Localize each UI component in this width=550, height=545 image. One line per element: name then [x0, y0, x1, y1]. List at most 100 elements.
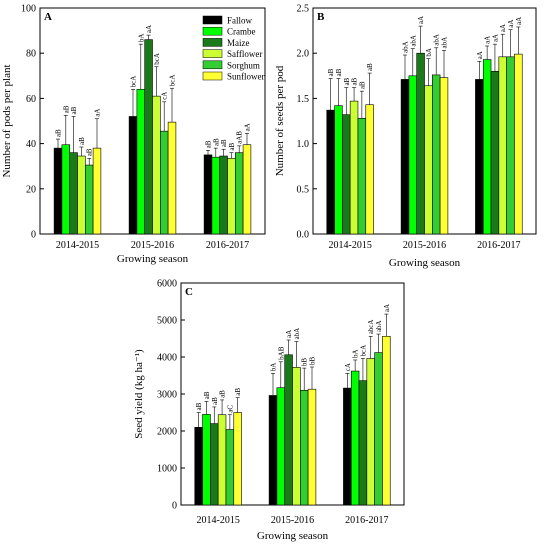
x-axis-title: Growing season: [257, 530, 329, 542]
significance-label: bA: [352, 349, 360, 358]
x-tick-label: 2015-2016: [403, 240, 446, 251]
x-axis-title: Growing season: [389, 257, 461, 269]
significance-label: bAB: [277, 346, 285, 360]
legend-label: Sorghum: [227, 60, 260, 70]
bar: [77, 155, 86, 235]
y-tick-label: 0: [31, 230, 36, 241]
bar: [366, 358, 375, 506]
significance-label: aA: [145, 25, 153, 33]
significance-label: bcA: [130, 76, 138, 88]
legend-swatch: [202, 15, 223, 25]
y-tick-label: 20: [26, 184, 36, 195]
bar: [439, 77, 449, 235]
bar: [194, 426, 203, 506]
bar: [217, 414, 227, 506]
significance-label: bcA: [169, 75, 177, 87]
significance-label: cA: [344, 363, 352, 371]
bar: [144, 39, 153, 235]
bar: [292, 367, 301, 506]
significance-label: aA: [491, 34, 499, 42]
bar: [498, 56, 507, 235]
bar: [342, 114, 351, 235]
significance-label: abA: [293, 328, 301, 340]
bar: [357, 117, 367, 235]
bar: [152, 95, 161, 235]
y-tick-label: 1000: [157, 464, 177, 475]
significance-label: bB: [301, 358, 309, 367]
x-tick-label: 2016-2017: [477, 240, 520, 251]
significance-label: abA: [402, 41, 410, 53]
significance-label: bcA: [359, 345, 367, 357]
bar: [408, 75, 417, 235]
legend-label: Sunflower: [227, 72, 265, 82]
bar: [299, 389, 309, 506]
bar: [514, 53, 523, 235]
y-tick-label: 1.5: [297, 94, 310, 105]
panel-letter: C: [185, 286, 193, 298]
bar: [326, 109, 335, 235]
significance-label: aA: [383, 304, 391, 312]
bar: [268, 395, 278, 506]
y-axis-title: Number of pods per plant: [1, 64, 13, 177]
bar: [202, 414, 211, 506]
bar: [424, 85, 433, 235]
x-tick-label: 2014-2015: [56, 240, 99, 251]
y-tick-label: 0.5: [297, 184, 310, 195]
significance-label: aA: [515, 17, 523, 25]
significance-label: abA: [441, 37, 449, 49]
y-tick-label: 2.5: [297, 4, 310, 15]
bar: [128, 116, 138, 235]
significance-label: bA: [137, 34, 145, 43]
x-tick-label: 2016-2017: [206, 240, 249, 251]
bar: [167, 121, 177, 235]
y-axis-title: Seed yield (kg ha⁻¹): [133, 349, 145, 439]
y-tick-label: 6000: [157, 279, 177, 290]
legend-swatch: [202, 38, 223, 47]
bar: [490, 70, 500, 235]
bar: [350, 370, 360, 506]
legend-label: Safflower: [227, 49, 262, 59]
significance-label: aB: [228, 143, 236, 151]
significance-label: aA: [285, 330, 293, 338]
bar: [374, 352, 383, 506]
x-axis-title: Growing season: [117, 253, 189, 265]
significance-label: aA: [484, 36, 492, 44]
significance-label: aB: [327, 68, 335, 76]
y-tick-label: 1.0: [297, 139, 310, 150]
bar: [400, 79, 410, 235]
bar: [416, 52, 425, 235]
bar: [69, 152, 78, 235]
y-tick-label: 100: [21, 4, 36, 15]
significance-label: aA: [507, 20, 515, 28]
significance-label: aA: [476, 51, 484, 59]
y-tick-label: 5000: [157, 316, 177, 327]
legend-label: Crambe: [227, 27, 256, 37]
bar: [61, 144, 71, 235]
significance-label: aA: [417, 16, 425, 24]
significance-label: aB: [70, 106, 78, 114]
bar: [349, 100, 359, 235]
significance-label: aB: [86, 148, 94, 156]
x-tick-label: 2014-2015: [328, 240, 371, 251]
y-axis-title: Number of seeds per pod: [274, 65, 286, 176]
significance-label: aB: [343, 77, 351, 85]
y-tick-label: 4000: [157, 353, 177, 364]
y-tick-label: 2000: [157, 427, 177, 438]
bar: [382, 335, 391, 506]
legend-label: Fallow: [227, 16, 253, 26]
significance-label: aB: [212, 138, 220, 146]
bar: [136, 89, 145, 235]
significance-label: aB: [211, 397, 219, 405]
significance-label: cA: [161, 92, 169, 100]
significance-label: aB: [195, 402, 203, 410]
bar: [358, 380, 368, 506]
y-tick-label: 0.0: [297, 230, 310, 241]
bar: [506, 56, 515, 235]
significance-label: aB: [55, 129, 63, 137]
x-tick-label: 2015-2016: [131, 240, 174, 251]
bar: [211, 156, 220, 235]
bar: [475, 79, 484, 235]
y-tick-label: 3000: [157, 390, 177, 401]
